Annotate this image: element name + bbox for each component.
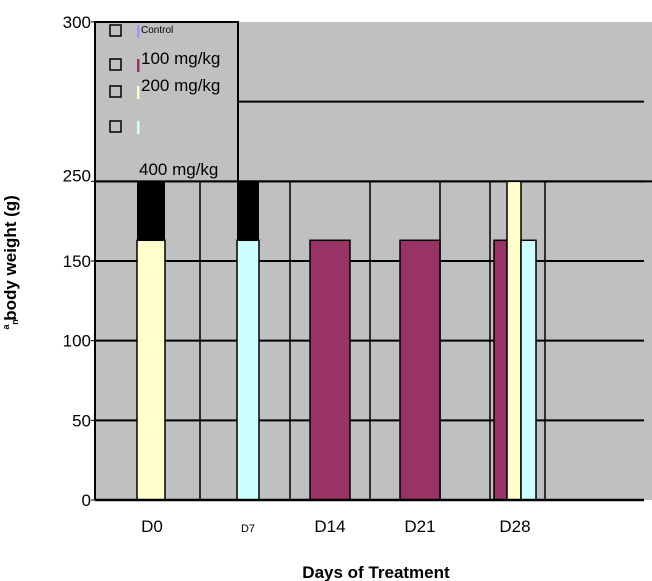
legend-label: 400 mg/kg — [139, 160, 218, 179]
legend-label: 100 mg/kg — [141, 49, 220, 68]
x-tick-label: D0 — [141, 517, 163, 536]
legend-swatch — [137, 121, 140, 134]
y-tick-label: 150 — [63, 252, 91, 271]
y-tick-label: 250 — [63, 166, 91, 185]
legend: Control 100 mg/kg 200 mg/kg 400 mg/kg — [109, 24, 220, 179]
legend-label: Control — [141, 25, 173, 36]
bar-d21-100-mg-kg — [399, 239, 441, 501]
y-tick-label: 300 — [63, 13, 91, 32]
legend-marker — [109, 58, 122, 71]
y-tick-label: 0 — [82, 491, 91, 510]
y-axis-title-prefix-top: a — [1, 324, 11, 330]
x-tick-label: D21 — [404, 517, 435, 536]
bar-d28-400-mg-kg — [520, 239, 537, 501]
y-tick-label: 50 — [72, 411, 91, 430]
x-axis-title: Days of Treatment — [302, 563, 450, 581]
bar-d28-200-mg-kg — [506, 180, 522, 501]
bar-cap-d7 — [237, 181, 259, 241]
bar-d14-100-mg-kg — [309, 239, 351, 501]
bar-cap-d0 — [137, 181, 165, 241]
x-tick-label: D28 — [499, 517, 530, 536]
bar-d28-100-mg-kg — [493, 239, 508, 501]
y-axis-title-group: body weight (g) a n — [1, 195, 20, 329]
legend-marker — [109, 24, 122, 37]
bar-d0-200-mg-kg — [136, 239, 166, 501]
legend-marker — [109, 85, 122, 98]
x-tick-label: D14 — [314, 517, 345, 536]
legend-box — [94, 21, 239, 183]
y-axis-title-prefix-bottom: n — [10, 319, 20, 325]
y-tick-label: 100 — [63, 332, 91, 351]
legend-swatch — [137, 59, 140, 72]
bar-d7-400-mg-kg — [236, 239, 260, 501]
x-tick-labels: D0 D7 D14 D21 D28 — [141, 517, 530, 536]
x-tick-label: D7 — [241, 523, 255, 535]
legend-swatch — [137, 86, 140, 99]
legend-marker — [109, 120, 122, 133]
y-axis-title: body weight (g) — [1, 195, 20, 321]
legend-swatch — [137, 25, 140, 38]
y-tick-labels: 0 50 100 150 250 300 — [63, 13, 95, 510]
legend-label: 200 mg/kg — [141, 76, 220, 95]
